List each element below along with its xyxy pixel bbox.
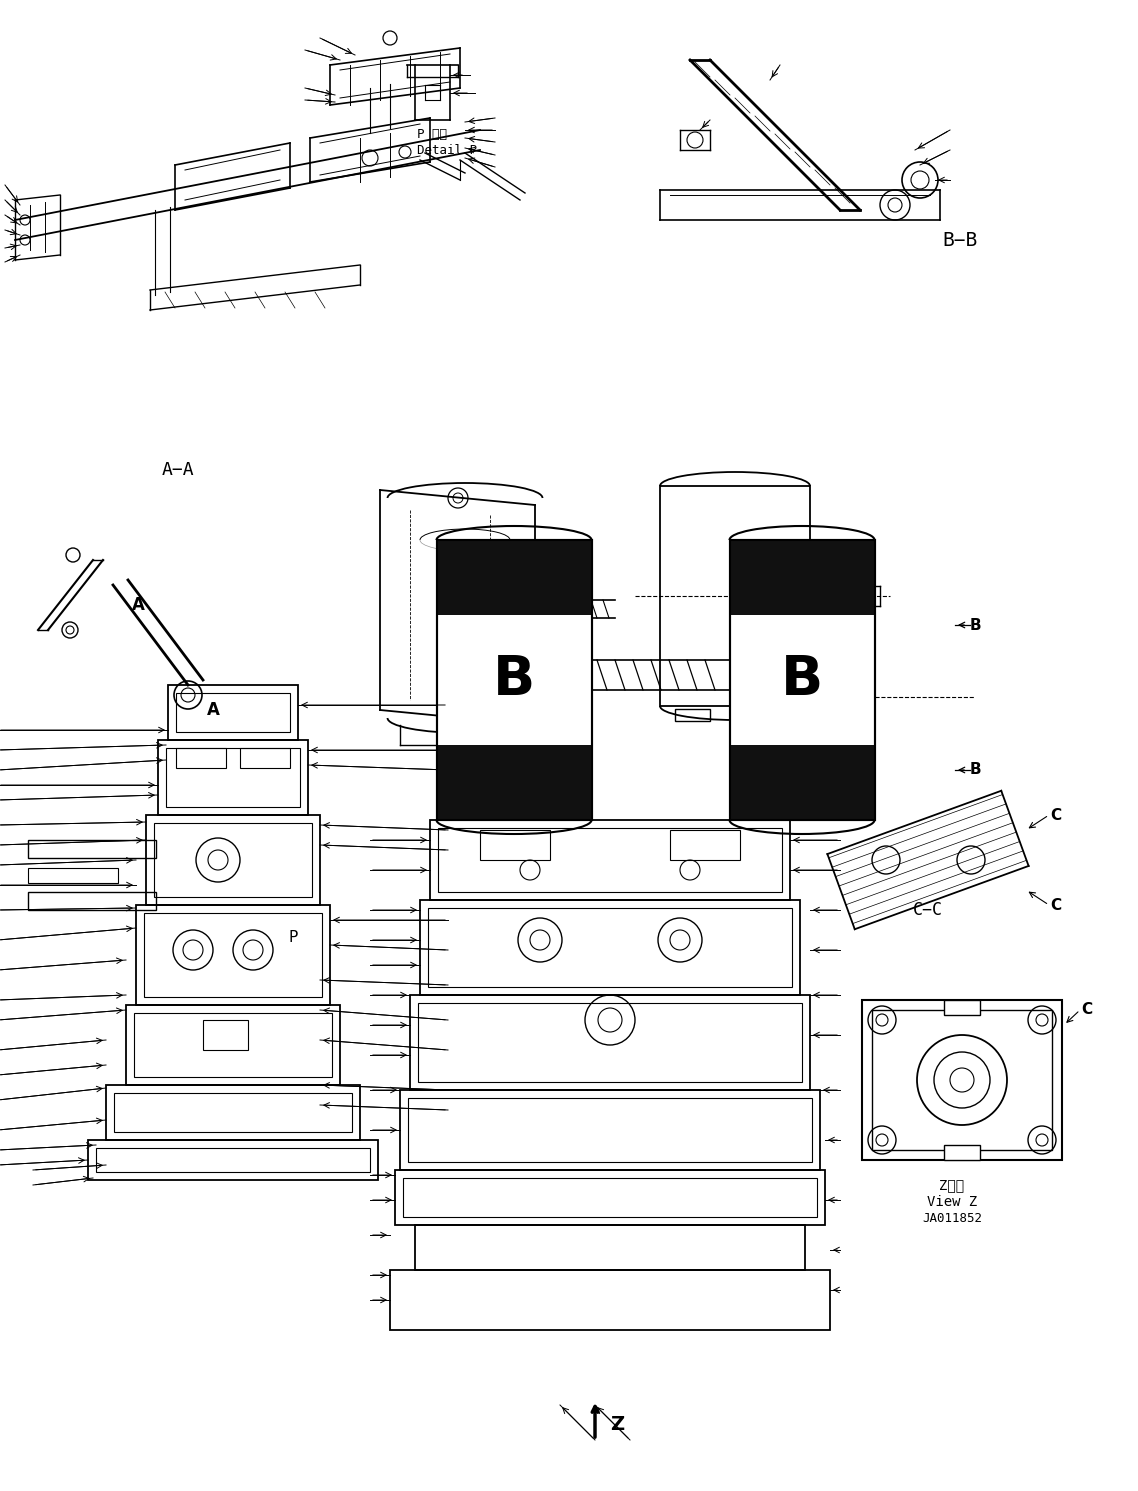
Text: P 詳細: P 詳細: [417, 128, 447, 142]
Bar: [403, 1178, 817, 1217]
Bar: [428, 908, 792, 987]
Bar: [166, 748, 300, 807]
Text: View Z: View Z: [926, 1194, 978, 1209]
Bar: [126, 1005, 340, 1085]
Bar: [729, 540, 875, 614]
Text: Detail P: Detail P: [417, 143, 477, 157]
Bar: [145, 912, 322, 997]
Bar: [395, 1170, 825, 1226]
Bar: [154, 823, 312, 898]
Bar: [437, 540, 592, 820]
Bar: [437, 540, 592, 614]
Bar: [729, 540, 875, 820]
Bar: [176, 748, 226, 768]
Bar: [945, 1145, 980, 1160]
Text: C: C: [1081, 1002, 1092, 1017]
Text: A: A: [207, 701, 220, 719]
Text: B: B: [781, 653, 823, 707]
Bar: [168, 684, 298, 740]
Bar: [28, 892, 156, 910]
Bar: [114, 1093, 352, 1132]
Bar: [96, 1148, 370, 1172]
Bar: [409, 1097, 813, 1161]
Text: JA011852: JA011852: [922, 1212, 982, 1224]
Bar: [729, 746, 875, 820]
Bar: [390, 1270, 830, 1330]
Bar: [420, 901, 800, 994]
Bar: [760, 710, 795, 722]
Bar: [430, 820, 790, 901]
Bar: [945, 1000, 980, 1015]
Bar: [106, 1085, 360, 1141]
Text: B−B: B−B: [942, 231, 978, 249]
Bar: [729, 540, 875, 820]
Bar: [28, 868, 118, 883]
Text: Z　視: Z 視: [940, 1178, 965, 1191]
Bar: [480, 830, 550, 860]
Text: Z: Z: [610, 1415, 624, 1434]
Bar: [158, 740, 308, 816]
Bar: [872, 1009, 1052, 1150]
Bar: [240, 748, 290, 768]
Text: B: B: [970, 617, 982, 632]
Bar: [437, 746, 592, 820]
Text: C: C: [1050, 898, 1062, 912]
Bar: [660, 486, 810, 707]
Text: A−A: A−A: [162, 461, 195, 479]
Bar: [861, 1000, 1062, 1160]
Text: B: B: [493, 653, 535, 707]
Bar: [437, 540, 592, 820]
Bar: [137, 905, 330, 1005]
Bar: [415, 1226, 805, 1270]
Bar: [176, 693, 290, 732]
Bar: [438, 828, 782, 892]
Bar: [146, 816, 320, 905]
Bar: [675, 710, 710, 722]
Bar: [410, 994, 810, 1090]
Text: A: A: [132, 596, 145, 614]
Bar: [399, 1090, 820, 1170]
Bar: [88, 1141, 378, 1179]
Text: C: C: [1050, 808, 1062, 823]
Bar: [670, 830, 740, 860]
Bar: [134, 1012, 332, 1077]
Text: C−C: C−C: [913, 901, 943, 918]
Bar: [203, 1020, 248, 1050]
Bar: [28, 839, 156, 857]
Text: P: P: [288, 930, 298, 945]
Text: B: B: [970, 762, 982, 777]
Bar: [418, 1003, 802, 1082]
